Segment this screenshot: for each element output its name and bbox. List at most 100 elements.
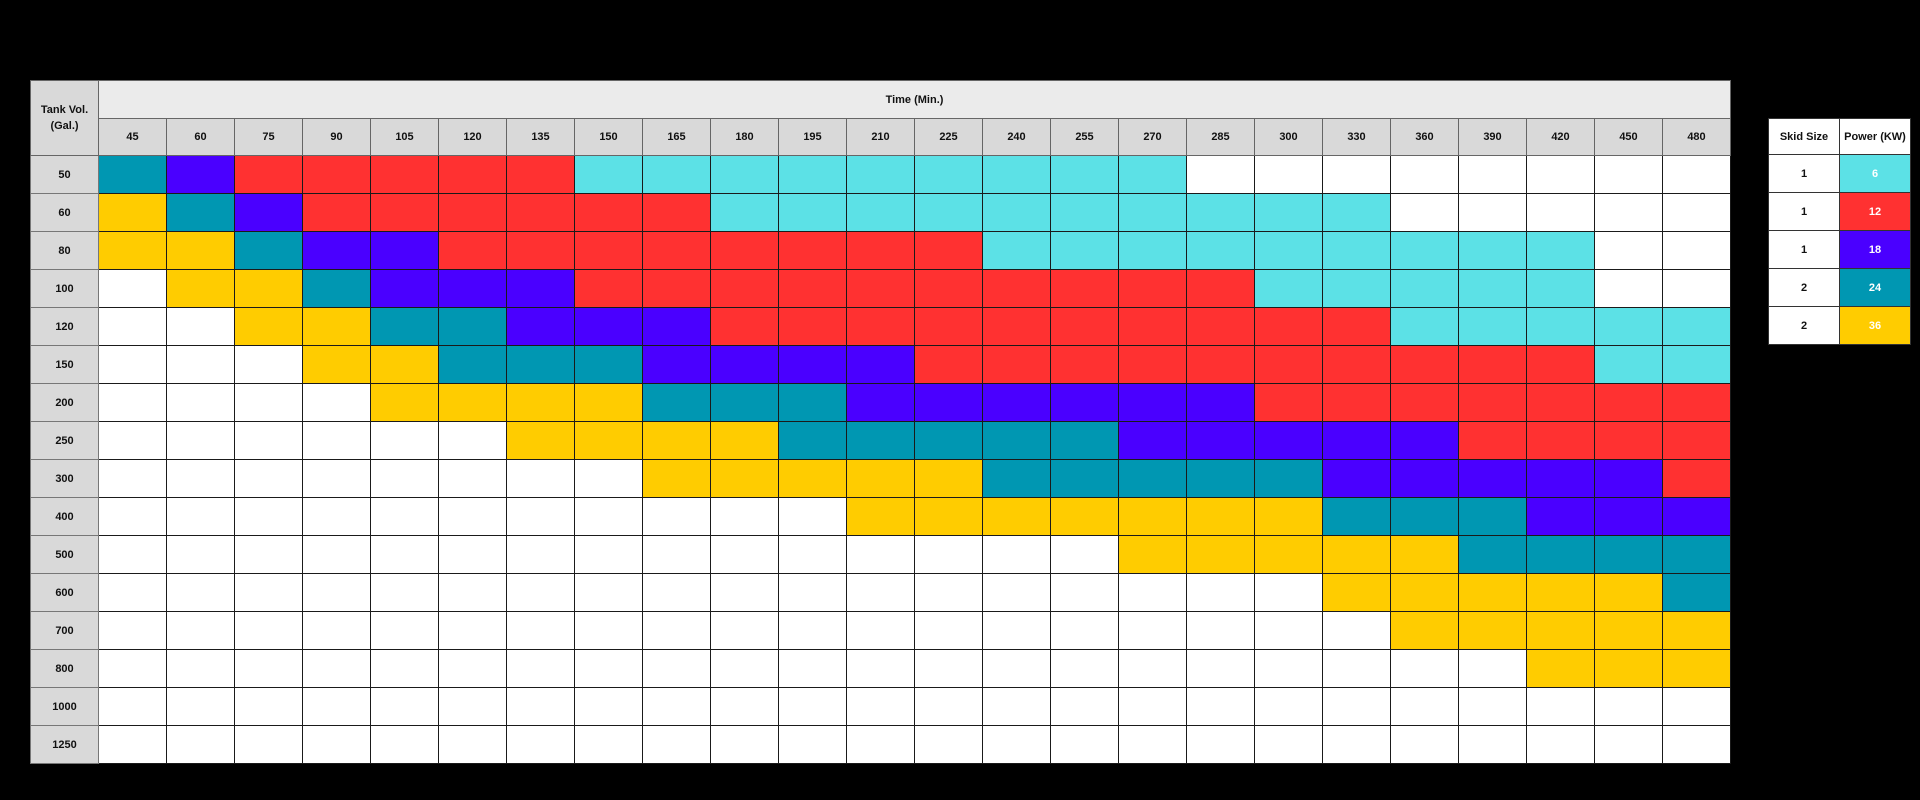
heatmap-cell bbox=[846, 459, 915, 498]
heatmap-cell bbox=[302, 231, 371, 270]
heatmap-cell bbox=[1390, 725, 1459, 764]
heatmap-cell bbox=[506, 307, 575, 346]
heatmap-cell bbox=[98, 459, 167, 498]
heatmap-cell bbox=[1390, 573, 1459, 612]
heatmap-cell bbox=[778, 459, 847, 498]
heatmap-cell bbox=[982, 193, 1051, 232]
heatmap-cell bbox=[1186, 231, 1255, 270]
heatmap-cell bbox=[1594, 383, 1663, 422]
heatmap-cell bbox=[642, 497, 711, 536]
heatmap-cell bbox=[1050, 155, 1119, 194]
heatmap-cell bbox=[438, 307, 507, 346]
heatmap-cell bbox=[1594, 611, 1663, 650]
heatmap-cell bbox=[1458, 725, 1527, 764]
heatmap-cell bbox=[1254, 535, 1323, 574]
heatmap-cell bbox=[710, 193, 779, 232]
heatmap-cell bbox=[710, 307, 779, 346]
heatmap-cell bbox=[1662, 611, 1731, 650]
heatmap-cell bbox=[370, 307, 439, 346]
heatmap-cell bbox=[1526, 687, 1595, 726]
heatmap-cell bbox=[982, 649, 1051, 688]
heatmap-cell bbox=[1186, 459, 1255, 498]
heatmap-cell bbox=[574, 155, 643, 194]
heatmap-cell bbox=[1186, 421, 1255, 460]
heatmap-cell bbox=[1118, 725, 1187, 764]
heatmap-cell bbox=[506, 725, 575, 764]
tank-volume-row-label: 600 bbox=[30, 573, 99, 612]
heatmap-cell bbox=[370, 687, 439, 726]
table-row: 1000 bbox=[30, 687, 1731, 726]
time-column-header: 90 bbox=[302, 118, 371, 156]
heatmap-cell bbox=[98, 231, 167, 270]
heatmap-cell bbox=[302, 269, 371, 308]
heatmap-cell bbox=[98, 307, 167, 346]
heatmap-cell bbox=[574, 459, 643, 498]
heatmap-cell bbox=[1050, 649, 1119, 688]
heatmap-cell bbox=[642, 611, 711, 650]
heatmap-cell bbox=[1526, 725, 1595, 764]
heatmap-cell bbox=[982, 725, 1051, 764]
heatmap-cell bbox=[846, 383, 915, 422]
time-column-header: 135 bbox=[506, 118, 575, 156]
heatmap-cell bbox=[234, 459, 303, 498]
heatmap-cell bbox=[1662, 193, 1731, 232]
heatmap-cell bbox=[1526, 193, 1595, 232]
heatmap-cell bbox=[438, 345, 507, 384]
heatmap-cell bbox=[574, 193, 643, 232]
time-column-header: 270 bbox=[1118, 118, 1187, 156]
heatmap-cell bbox=[982, 307, 1051, 346]
heatmap-cell bbox=[370, 231, 439, 270]
heatmap-cell bbox=[1118, 269, 1187, 308]
heatmap-cell bbox=[914, 725, 983, 764]
heatmap-cell bbox=[1322, 307, 1391, 346]
heatmap-cell bbox=[1322, 611, 1391, 650]
heatmap-cell bbox=[302, 459, 371, 498]
heatmap-cell bbox=[846, 497, 915, 536]
heatmap-cell bbox=[1322, 269, 1391, 308]
heatmap-cell bbox=[1662, 383, 1731, 422]
heatmap-cell bbox=[1458, 649, 1527, 688]
tank-volume-row-label: 60 bbox=[30, 193, 99, 232]
heatmap-cell bbox=[574, 307, 643, 346]
heatmap-cell bbox=[914, 231, 983, 270]
heatmap-cell bbox=[1458, 573, 1527, 612]
table-row: 800 bbox=[30, 649, 1731, 688]
heatmap-cell bbox=[1390, 155, 1459, 194]
tank-volume-row-label: 1250 bbox=[30, 725, 99, 764]
heatmap-cell bbox=[438, 725, 507, 764]
time-column-header: 450 bbox=[1594, 118, 1663, 156]
heatmap-cell bbox=[234, 687, 303, 726]
heatmap-cell bbox=[1662, 155, 1731, 194]
heatmap-cell bbox=[98, 535, 167, 574]
heatmap-cell bbox=[778, 231, 847, 270]
heatmap-cell bbox=[914, 155, 983, 194]
heatmap-cell bbox=[642, 269, 711, 308]
heatmap-cell bbox=[1118, 459, 1187, 498]
heatmap-cell bbox=[982, 345, 1051, 384]
heatmap-cell bbox=[982, 383, 1051, 422]
heatmap-cell bbox=[778, 155, 847, 194]
heatmap-cell bbox=[1526, 611, 1595, 650]
heatmap-cell bbox=[778, 497, 847, 536]
heatmap-cell bbox=[438, 497, 507, 536]
heatmap-cell bbox=[1594, 459, 1663, 498]
heatmap-cell bbox=[710, 535, 779, 574]
heatmap-cell bbox=[574, 573, 643, 612]
time-column-header: 300 bbox=[1254, 118, 1323, 156]
heatmap-cell bbox=[846, 193, 915, 232]
heatmap-cell bbox=[1662, 497, 1731, 536]
heatmap-cell bbox=[846, 307, 915, 346]
tank-volume-row-label: 500 bbox=[30, 535, 99, 574]
heatmap-cell bbox=[1390, 383, 1459, 422]
time-column-header: 225 bbox=[914, 118, 983, 156]
heatmap-cell bbox=[1254, 231, 1323, 270]
heatmap-cell bbox=[234, 231, 303, 270]
heatmap-cell bbox=[914, 611, 983, 650]
heatmap-cell bbox=[914, 307, 983, 346]
heatmap-cell bbox=[234, 725, 303, 764]
heatmap-cell bbox=[642, 307, 711, 346]
legend-row: 1 12 bbox=[1768, 192, 1911, 231]
heatmap-cell bbox=[846, 725, 915, 764]
legend-row: 1 18 bbox=[1768, 230, 1911, 269]
heatmap-cell bbox=[1050, 231, 1119, 270]
